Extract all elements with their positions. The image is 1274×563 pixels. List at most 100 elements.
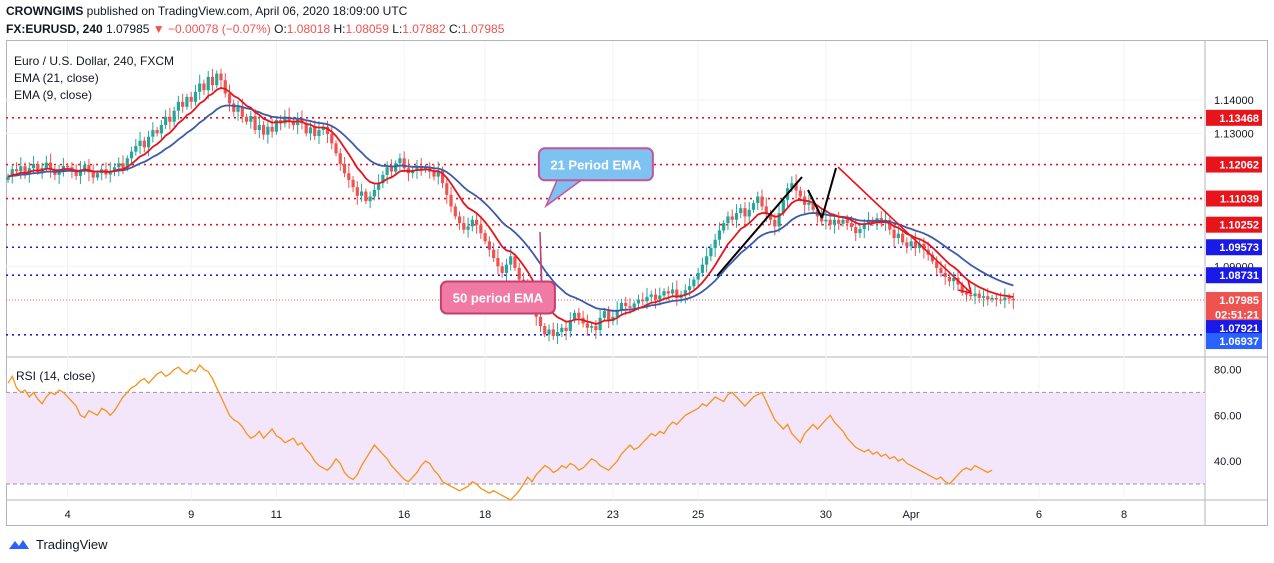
candle-body <box>351 179 355 188</box>
candle-body <box>918 243 922 249</box>
candle-body <box>692 279 696 287</box>
candle-body <box>274 120 278 132</box>
x-tick-label: 8 <box>1121 509 1127 521</box>
candle-body <box>824 219 828 222</box>
candle-body <box>142 140 146 148</box>
change-value: −0.00078 (−0.07%) <box>168 22 271 36</box>
candle-body <box>901 233 905 243</box>
candle-body <box>31 163 36 169</box>
candle-body <box>487 241 491 250</box>
candle-body <box>739 208 743 214</box>
candle-body <box>670 289 675 294</box>
candle-body <box>624 302 628 307</box>
trendline-pullback <box>807 189 823 219</box>
candle-body <box>402 158 406 169</box>
candle-body <box>500 266 504 273</box>
x-tick-label: Apr <box>903 509 920 521</box>
candle-body <box>36 163 40 172</box>
candle-body <box>419 165 423 170</box>
open-value: 1.08018 <box>286 22 331 36</box>
candle-body <box>266 126 270 135</box>
candle-body <box>483 233 487 242</box>
candle-body <box>615 310 619 317</box>
candle-body <box>764 206 768 214</box>
candle-body <box>415 165 419 170</box>
candle-body <box>734 213 739 220</box>
candle-body <box>832 219 837 225</box>
x-tick-label: 23 <box>607 509 619 521</box>
candle-body <box>146 136 151 148</box>
candle-body <box>730 216 734 220</box>
candle-body <box>768 213 773 220</box>
y-tick-label: 1.14000 <box>1214 95 1254 107</box>
x-tick-label: 4 <box>65 509 71 521</box>
candle-body <box>334 143 338 154</box>
candle-body <box>436 170 440 177</box>
candle-body <box>19 166 23 172</box>
candle-body <box>717 230 722 240</box>
candle-body <box>807 202 811 205</box>
candle-body <box>930 254 935 262</box>
chart-legend: Euro / U.S. Dollar, 240, FXCM EMA (21, c… <box>14 54 174 383</box>
candle-body <box>283 116 287 124</box>
y-tick-label: 1.13000 <box>1214 128 1254 140</box>
low-label: L: <box>392 22 403 36</box>
candle-body <box>181 101 185 107</box>
price-badge <box>1206 267 1262 284</box>
ema21-legend: EMA (21, close) <box>14 71 99 85</box>
candle-body <box>798 190 802 197</box>
publish-date: published on TradingView.com, April 06, … <box>86 4 408 18</box>
price-badge <box>1206 306 1262 323</box>
candle-body <box>1003 297 1007 301</box>
candle-body <box>590 326 594 328</box>
candle-body <box>236 106 240 112</box>
candle-body <box>598 317 602 331</box>
candle-body <box>112 167 117 172</box>
candle-body <box>994 297 998 300</box>
rsi-y-tick-label: 80.00 <box>1214 364 1242 376</box>
candle-body <box>87 164 91 173</box>
candle-body <box>164 116 168 126</box>
high-value: 1.08059 <box>345 22 389 36</box>
candle-body <box>496 257 500 267</box>
symbol-label: FX:EURUSD, 240 <box>6 22 103 36</box>
candle-body <box>57 170 61 175</box>
callout-label: 21 Period EMA <box>550 157 642 172</box>
candle-body <box>547 329 551 335</box>
candle-body <box>14 169 19 172</box>
rsi-legend: RSI (14, close) <box>16 369 95 383</box>
candle-body <box>543 326 547 335</box>
price-badge <box>1206 109 1262 126</box>
ema9-legend: EMA (9, close) <box>14 88 92 102</box>
candle-body <box>475 219 479 225</box>
price-badge-label: 1.09573 <box>1219 242 1259 254</box>
tradingview-footer[interactable]: TradingView <box>8 536 108 552</box>
candle-body <box>440 170 445 184</box>
candle-body <box>969 294 973 297</box>
price-badge <box>1206 333 1262 350</box>
candle-body <box>628 306 632 308</box>
publisher-name[interactable]: CROWNGIMS <box>6 4 84 18</box>
candle-body <box>504 264 509 273</box>
candle-body <box>939 267 943 273</box>
candle-body <box>1007 297 1011 299</box>
candle-body <box>943 272 947 277</box>
price-badge-label: 1.08731 <box>1219 270 1259 282</box>
publish-info: CROWNGIMS published on TradingView.com, … <box>6 4 407 18</box>
candle-body <box>359 191 364 196</box>
candle-body <box>321 126 325 131</box>
candle-body <box>858 229 862 234</box>
x-tick-label: 25 <box>692 509 704 521</box>
candle-body <box>44 162 48 168</box>
candle-body <box>193 91 198 102</box>
tradingview-brand: TradingView <box>36 536 108 552</box>
chart-frame <box>6 40 1268 526</box>
candle-body <box>1011 298 1015 301</box>
candle-body <box>594 326 598 331</box>
price-axis-badges: 1.13468 1.12062 1.11039 1.10252 1.09573 1.087… <box>1206 109 1262 350</box>
candle-body <box>138 140 142 147</box>
candle-body <box>215 73 219 86</box>
candle-body <box>492 249 496 258</box>
candle-body <box>726 216 730 224</box>
